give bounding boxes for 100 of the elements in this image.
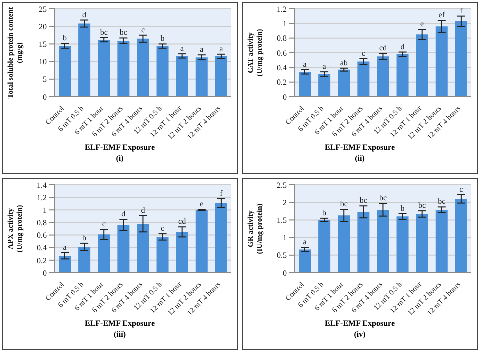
y-tick-label: 0 <box>43 268 47 278</box>
bar <box>215 203 228 273</box>
data-label: b <box>322 208 327 218</box>
y-tick-label: 15 <box>39 40 47 50</box>
data-label: bc <box>379 194 388 203</box>
y-tick-label: 0.8 <box>37 218 47 228</box>
data-label: d <box>141 206 146 215</box>
bar <box>196 210 208 273</box>
y-tick-label: 1.4 <box>37 180 47 190</box>
y-tick-label: 1.5 <box>277 216 287 226</box>
bar <box>455 21 468 97</box>
data-label: e <box>420 20 425 29</box>
data-label: d <box>82 10 87 20</box>
data-label: bc <box>360 196 368 206</box>
data-label: a <box>63 242 68 252</box>
x-axis-title: ELF-EMF Exposure <box>324 143 396 152</box>
bar <box>156 237 169 273</box>
bar <box>436 210 448 273</box>
data-label: bc <box>120 28 128 38</box>
data-label: a <box>322 62 327 72</box>
bar <box>118 225 130 273</box>
y-tick-label: 0.2 <box>37 256 47 266</box>
data-label: a <box>303 60 308 69</box>
bar <box>215 56 228 97</box>
bar <box>318 74 331 97</box>
y-tick-label: 0.5 <box>277 251 287 260</box>
bar <box>176 56 188 97</box>
data-label: e <box>200 200 204 209</box>
bar <box>338 70 350 97</box>
bar <box>98 40 110 97</box>
y-tick-label: 10 <box>39 58 47 67</box>
bar <box>416 34 428 97</box>
bar <box>377 210 390 273</box>
y-tick-label: 0 <box>283 268 287 278</box>
x-axis-title: ELF-EMF Exposure <box>84 143 156 152</box>
bar <box>196 58 208 97</box>
bar <box>416 214 428 273</box>
bar <box>156 46 169 97</box>
data-label: f <box>220 188 224 198</box>
bar <box>299 250 311 273</box>
data-label: cd <box>379 44 388 53</box>
y-tick-label: 25 <box>39 4 47 14</box>
y-tick-label: 2 <box>283 198 287 208</box>
bar <box>396 216 409 273</box>
data-label: a <box>200 45 204 54</box>
y-tick-label: 1 <box>283 20 287 29</box>
data-label: bc <box>340 200 348 209</box>
bar <box>59 256 71 273</box>
y-tick-label: 5 <box>43 75 47 84</box>
data-label: b <box>63 33 67 42</box>
data-label: a <box>220 44 224 54</box>
data-label: c <box>102 220 106 229</box>
bar <box>98 234 110 273</box>
y-tick-label: 1.2 <box>277 4 287 14</box>
bar <box>318 220 331 273</box>
bar <box>436 26 448 97</box>
bar <box>338 216 350 273</box>
y-tick-label: 2.5 <box>277 180 287 190</box>
data-label: c <box>141 25 146 34</box>
y-tick-label: 0.4 <box>277 64 287 73</box>
text: (iv) <box>353 330 367 339</box>
data-label: cd <box>178 217 186 226</box>
data-label: c <box>460 184 464 194</box>
data-label: a <box>303 238 308 247</box>
y-tick-label: 0.4 <box>37 244 47 253</box>
bar <box>59 46 71 97</box>
data-label: bc <box>438 197 446 206</box>
data-label: bc <box>100 28 108 37</box>
y-tick-label: 0.6 <box>277 48 287 58</box>
data-label: d <box>122 210 126 219</box>
bar <box>358 212 370 273</box>
text: (iii) <box>113 330 127 339</box>
y-tick-label: 0 <box>283 92 287 102</box>
data-label: ab <box>340 58 348 68</box>
y-tick-label: 1.2 <box>37 193 47 202</box>
bar <box>118 41 130 97</box>
y-tick-label: 1 <box>283 234 287 243</box>
bar <box>377 56 390 97</box>
bar <box>358 62 370 97</box>
bar <box>137 38 150 97</box>
data-label: bc <box>418 201 427 210</box>
data-label: c <box>160 224 165 234</box>
y-tick-label: 20 <box>39 22 47 32</box>
data-label: ef <box>438 10 446 20</box>
data-label: d <box>400 42 405 52</box>
text: (ii) <box>354 154 366 163</box>
y-tick-label: 1 <box>43 206 47 215</box>
bar <box>137 224 150 273</box>
data-label: b <box>160 34 165 44</box>
x-axis-title: ELF-EMF Exposure <box>84 319 156 328</box>
data-label: c <box>362 48 366 58</box>
y-tick-label: 0.8 <box>277 34 287 44</box>
bar <box>455 199 468 273</box>
y-tick-label: 0.6 <box>37 231 47 240</box>
bar <box>78 247 91 273</box>
y-tick-label: 0.2 <box>277 78 287 88</box>
data-label: a <box>180 44 185 54</box>
data-label: b <box>82 233 87 242</box>
x-axis-title: ELF-EMF Exposure <box>324 319 396 328</box>
bar <box>299 72 311 97</box>
